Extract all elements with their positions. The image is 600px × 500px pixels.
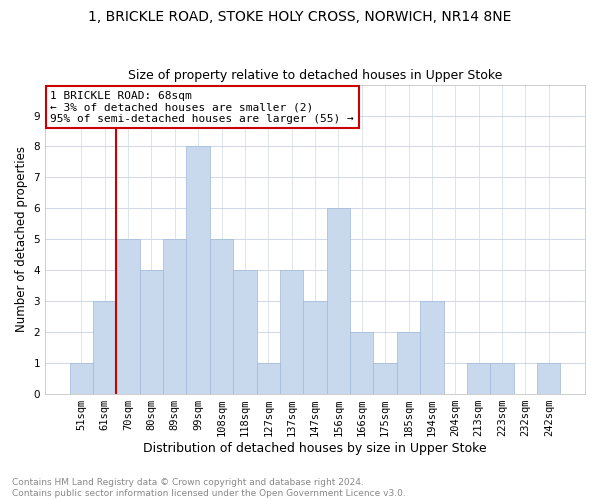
Bar <box>187 146 210 394</box>
Bar <box>116 240 140 394</box>
Text: Contains HM Land Registry data © Crown copyright and database right 2024.
Contai: Contains HM Land Registry data © Crown c… <box>12 478 406 498</box>
Bar <box>467 363 490 394</box>
Bar <box>280 270 304 394</box>
Y-axis label: Number of detached properties: Number of detached properties <box>15 146 28 332</box>
Bar <box>373 363 397 394</box>
Bar <box>420 301 443 394</box>
X-axis label: Distribution of detached houses by size in Upper Stoke: Distribution of detached houses by size … <box>143 442 487 455</box>
Bar <box>490 363 514 394</box>
Bar <box>163 240 187 394</box>
Bar <box>70 363 93 394</box>
Bar <box>233 270 257 394</box>
Bar <box>304 301 327 394</box>
Bar <box>327 208 350 394</box>
Bar <box>397 332 420 394</box>
Text: 1 BRICKLE ROAD: 68sqm
← 3% of detached houses are smaller (2)
95% of semi-detach: 1 BRICKLE ROAD: 68sqm ← 3% of detached h… <box>50 90 354 124</box>
Bar <box>350 332 373 394</box>
Bar <box>93 301 116 394</box>
Bar <box>210 240 233 394</box>
Bar <box>257 363 280 394</box>
Bar <box>140 270 163 394</box>
Title: Size of property relative to detached houses in Upper Stoke: Size of property relative to detached ho… <box>128 69 502 82</box>
Text: 1, BRICKLE ROAD, STOKE HOLY CROSS, NORWICH, NR14 8NE: 1, BRICKLE ROAD, STOKE HOLY CROSS, NORWI… <box>88 10 512 24</box>
Bar <box>537 363 560 394</box>
